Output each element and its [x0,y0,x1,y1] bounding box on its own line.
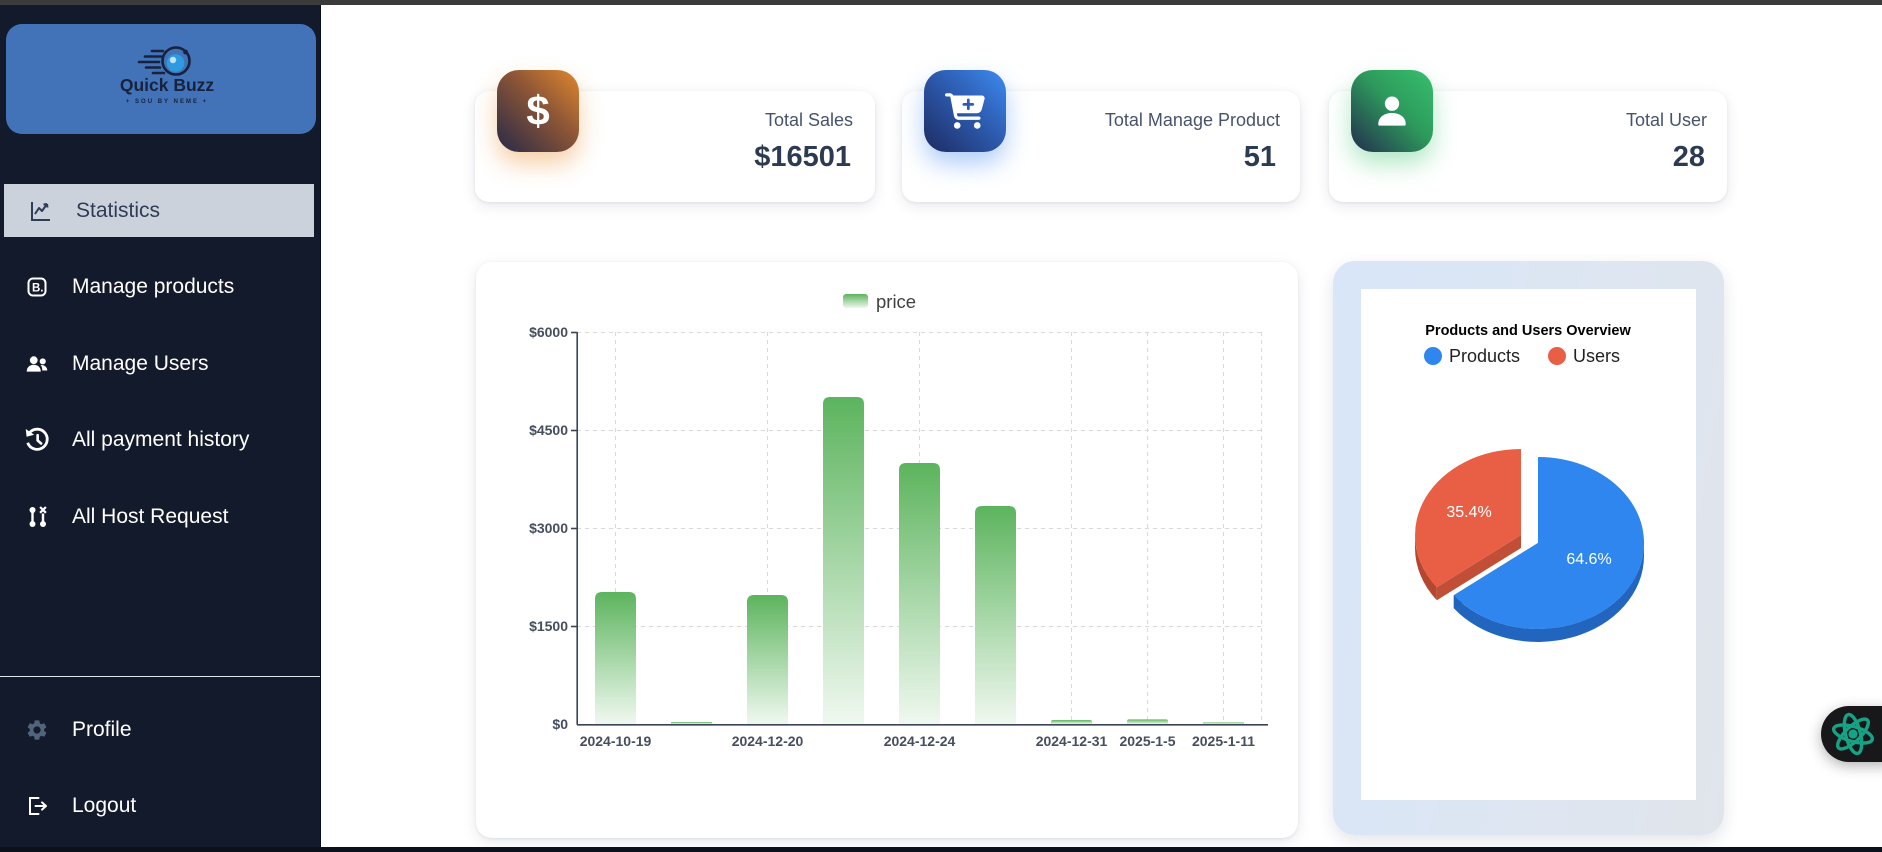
svg-text:Products and Users Overview: Products and Users Overview [1425,323,1631,339]
svg-text:$1500: $1500 [529,618,568,634]
svg-text:2024-10-19: 2024-10-19 [580,733,652,749]
svg-text:64.6%: 64.6% [1566,551,1611,568]
svg-text:2024-12-20: 2024-12-20 [732,733,804,749]
svg-text:2025-1-5: 2025-1-5 [1119,733,1175,749]
svg-text:Users: Users [1573,346,1620,366]
svg-text:$4500: $4500 [529,422,568,438]
svg-text:Products: Products [1449,346,1520,366]
svg-text:price: price [876,291,916,312]
svg-text:Quick Buzz: Quick Buzz [120,75,215,95]
svg-text:2024-12-31: 2024-12-31 [1036,733,1108,749]
svg-text:2025-1-11: 2025-1-11 [1192,733,1255,749]
svg-text:+ SOU BY NEME +: + SOU BY NEME + [126,99,208,105]
svg-text:$6000: $6000 [529,324,568,340]
svg-text:35.4%: 35.4% [1446,504,1491,521]
svg-text:B.: B. [32,282,44,294]
svg-text:2024-12-24: 2024-12-24 [884,733,956,749]
svg-text:$3000: $3000 [529,520,568,536]
svg-text:$0: $0 [552,716,568,732]
